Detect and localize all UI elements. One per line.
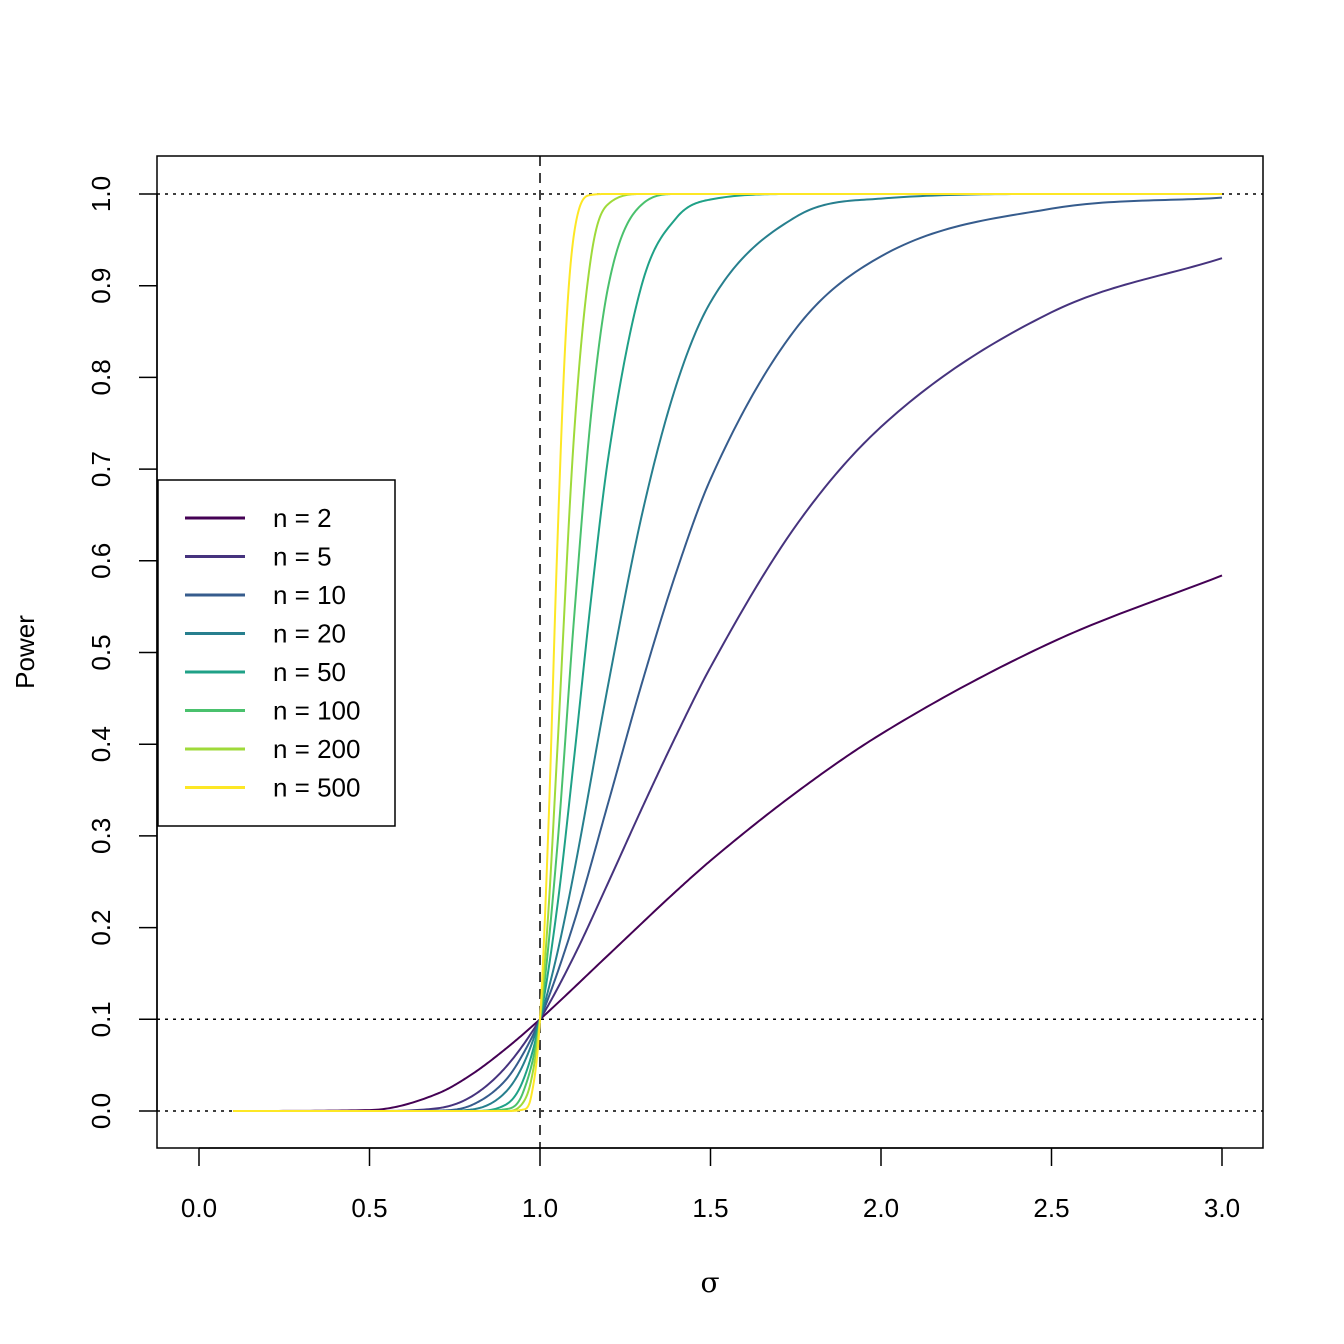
x-tick-label: 1.5 [692, 1193, 728, 1223]
series-curves [233, 193, 1223, 1112]
legend-label: n = 100 [273, 696, 360, 726]
y-tick-label: 1.0 [86, 176, 116, 212]
legend-label: n = 50 [273, 657, 346, 687]
legend: n = 2 n = 5 n = 10 n = 20 n = 50 n = 100 n = 2… [157, 479, 396, 827]
legend-label: n = 20 [273, 619, 346, 649]
legend-box [157, 479, 396, 827]
y-tick-label: 0.0 [86, 1093, 116, 1129]
y-tick-label: 0.9 [86, 268, 116, 304]
y-tick-label: 0.5 [86, 634, 116, 670]
y-tick-label: 0.1 [86, 1001, 116, 1037]
y-axis: 0.0 0.1 0.2 0.3 0.4 0.5 0.6 0.7 0.8 0.9 1.0 [86, 176, 158, 1129]
series-line-n-5 [233, 257, 1223, 1112]
x-tick-label: 1.0 [522, 1193, 558, 1223]
series-line-n-10 [233, 196, 1223, 1112]
x-tick-label: 3.0 [1204, 1193, 1240, 1223]
series-line-n-200 [233, 193, 1222, 1112]
x-tick-label: 0.0 [181, 1193, 217, 1223]
series-line-n-500 [233, 193, 1222, 1112]
legend-label: n = 200 [273, 734, 360, 764]
series-line-n-20 [233, 193, 1222, 1112]
y-tick-label: 0.6 [86, 543, 116, 579]
y-tick-label: 0.2 [86, 910, 116, 946]
x-axis-label: σ [700, 1266, 719, 1299]
legend-label: n = 2 [273, 503, 332, 533]
x-axis: 0.0 0.5 1.0 1.5 2.0 2.5 3.0 [181, 1147, 1240, 1223]
series-line-n-50 [233, 193, 1222, 1112]
y-tick-label: 0.8 [86, 359, 116, 395]
y-tick-label: 0.7 [86, 451, 116, 487]
x-tick-label: 0.5 [351, 1193, 387, 1223]
y-tick-label: 0.4 [86, 726, 116, 762]
legend-label: n = 500 [273, 773, 360, 803]
y-tick-label: 0.3 [86, 818, 116, 854]
y-axis-label: Power [10, 615, 40, 689]
legend-label: n = 10 [273, 580, 346, 610]
series-line-n-100 [233, 193, 1222, 1112]
x-tick-label: 2.5 [1033, 1193, 1069, 1223]
x-tick-label: 2.0 [863, 1193, 899, 1223]
legend-label: n = 5 [273, 542, 332, 572]
series-line-n-2 [233, 574, 1223, 1112]
